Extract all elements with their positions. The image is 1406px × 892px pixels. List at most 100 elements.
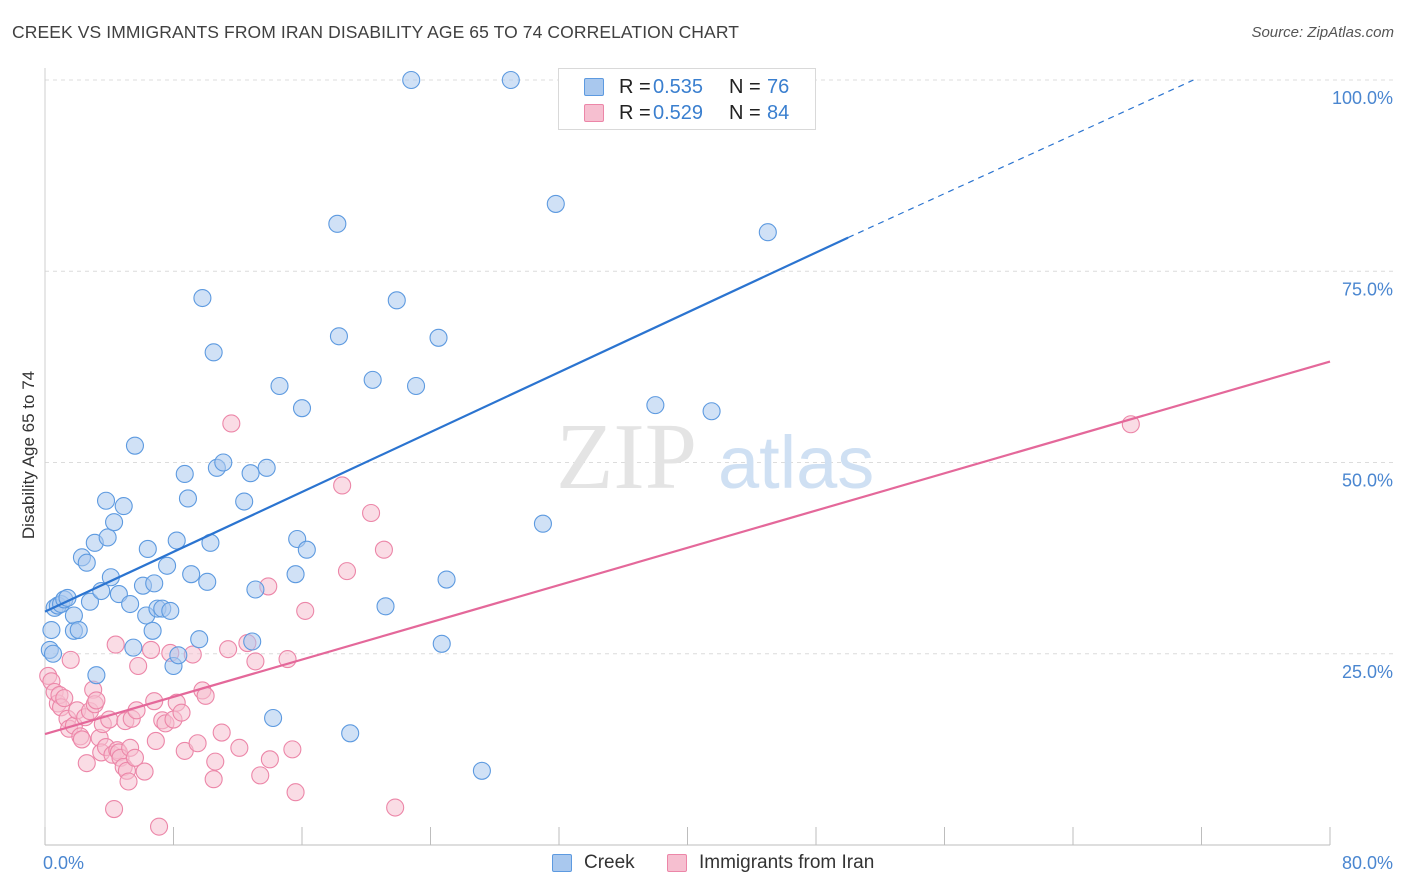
iran-point bbox=[141, 640, 161, 659]
creek-point bbox=[329, 327, 348, 346]
creek-point bbox=[80, 592, 100, 611]
creek-point bbox=[98, 528, 117, 547]
iran-point bbox=[283, 740, 302, 759]
creek-point bbox=[138, 539, 157, 558]
creek-point bbox=[125, 436, 144, 455]
iran-point bbox=[260, 750, 279, 769]
creek-point bbox=[77, 553, 96, 572]
creek-point bbox=[363, 370, 382, 389]
creek-legend-swatch bbox=[552, 854, 572, 872]
creek-point bbox=[167, 531, 186, 550]
iran-point bbox=[72, 730, 91, 749]
iran-point bbox=[333, 476, 352, 495]
iran-point bbox=[219, 640, 238, 659]
creek-legend-label: Creek bbox=[584, 852, 635, 873]
creek-point bbox=[437, 570, 456, 589]
creek-point bbox=[158, 556, 177, 575]
creek-point bbox=[328, 214, 347, 233]
creek-point bbox=[87, 666, 106, 685]
series-legend: Creek Immigrants from Iran bbox=[0, 852, 1406, 878]
creek-series bbox=[40, 70, 777, 780]
creek-point bbox=[387, 291, 406, 310]
gridlines bbox=[45, 79, 1395, 655]
creek-point bbox=[198, 572, 217, 591]
iran-point bbox=[212, 723, 231, 742]
iran-point bbox=[61, 650, 80, 669]
tick-labels: 25.0% 50.0% 75.0% 100.0% 0.0% 80.0% bbox=[43, 88, 1393, 873]
iran-point bbox=[129, 656, 148, 676]
creek-point bbox=[121, 594, 140, 614]
iran-trend-line bbox=[44, 360, 1331, 736]
iran-point bbox=[135, 762, 154, 781]
creek-point bbox=[286, 565, 305, 584]
x-tick-label-left: 0.0% bbox=[43, 853, 84, 873]
iran-point bbox=[77, 754, 96, 773]
n-label: N = bbox=[729, 101, 761, 124]
y-tick-label: 25.0% bbox=[1342, 662, 1393, 682]
iran-point bbox=[55, 689, 74, 708]
creek-point bbox=[214, 453, 233, 472]
x-tick-label-right: 80.0% bbox=[1342, 853, 1393, 873]
watermark-zip: ZIP bbox=[556, 405, 697, 509]
creek-point bbox=[43, 644, 63, 663]
iran-point bbox=[149, 817, 169, 836]
iran-point bbox=[119, 772, 138, 791]
iran-point bbox=[230, 738, 249, 757]
axes bbox=[44, 68, 1331, 846]
watermark: ZIP atlas bbox=[556, 405, 874, 509]
creek-point bbox=[175, 464, 194, 484]
creek-point bbox=[105, 513, 124, 532]
iran-point bbox=[87, 691, 106, 710]
iran-point bbox=[106, 635, 125, 654]
iran-point bbox=[251, 766, 270, 785]
legend-item-creek[interactable]: Creek bbox=[552, 852, 635, 874]
iran-point bbox=[374, 540, 393, 559]
creek-point bbox=[429, 328, 448, 347]
legend-item-iran[interactable]: Immigrants from Iran bbox=[667, 852, 874, 874]
creek-point bbox=[69, 620, 88, 640]
iran-series bbox=[39, 414, 1140, 836]
creek-trend-extension bbox=[847, 79, 1194, 239]
iran-r-value: 0.529 bbox=[653, 101, 704, 124]
iran-point bbox=[105, 799, 124, 819]
creek-r-value: 0.535 bbox=[653, 75, 704, 98]
iran-point bbox=[145, 692, 164, 711]
creek-point bbox=[546, 194, 565, 213]
chart-title: CREEK VS IMMIGRANTS FROM IRAN DISABILITY… bbox=[12, 22, 740, 42]
creek-point bbox=[235, 492, 254, 511]
iran-n-value: 84 bbox=[767, 101, 790, 124]
iran-point bbox=[172, 703, 191, 722]
creek-point bbox=[42, 620, 61, 640]
creek-point bbox=[270, 376, 289, 396]
creek-point bbox=[432, 634, 451, 653]
iran-swatch bbox=[584, 104, 604, 122]
creek-point bbox=[402, 70, 421, 90]
creek-point bbox=[114, 497, 133, 516]
iran-point bbox=[146, 731, 165, 751]
creek-point bbox=[646, 396, 665, 415]
y-tick-label: 50.0% bbox=[1342, 471, 1393, 491]
creek-point bbox=[297, 540, 316, 559]
y-axis-label: Disability Age 65 to 74 bbox=[19, 371, 38, 539]
iran-legend-swatch bbox=[667, 854, 687, 872]
iran-point bbox=[125, 748, 144, 767]
creek-point bbox=[178, 489, 198, 508]
creek-point bbox=[182, 565, 201, 584]
creek-point bbox=[533, 514, 552, 533]
y-tick-label: 100.0% bbox=[1332, 88, 1393, 108]
creek-point bbox=[143, 621, 162, 640]
iran-point bbox=[246, 652, 265, 671]
creek-point bbox=[292, 399, 312, 418]
creek-point bbox=[406, 376, 426, 396]
y-tick-label: 75.0% bbox=[1342, 279, 1393, 299]
creek-swatch bbox=[584, 78, 604, 96]
r-label: R = bbox=[619, 75, 651, 98]
source-label: Source: ZipAtlas.com bbox=[1251, 24, 1394, 41]
creek-point bbox=[376, 597, 395, 616]
creek-point bbox=[758, 223, 777, 242]
creek-point bbox=[193, 288, 212, 308]
creek-point bbox=[161, 601, 180, 620]
creek-point bbox=[501, 70, 520, 90]
creek-point bbox=[472, 761, 491, 780]
